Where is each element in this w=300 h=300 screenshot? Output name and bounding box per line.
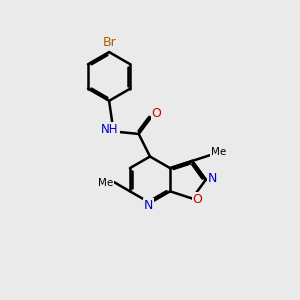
Text: N: N <box>144 199 153 212</box>
Text: Br: Br <box>103 36 117 49</box>
Text: Me: Me <box>211 147 226 157</box>
Text: NH: NH <box>101 123 119 136</box>
Text: Me: Me <box>98 178 113 188</box>
Text: N: N <box>208 172 217 185</box>
Text: O: O <box>152 107 161 120</box>
Text: O: O <box>193 194 202 206</box>
